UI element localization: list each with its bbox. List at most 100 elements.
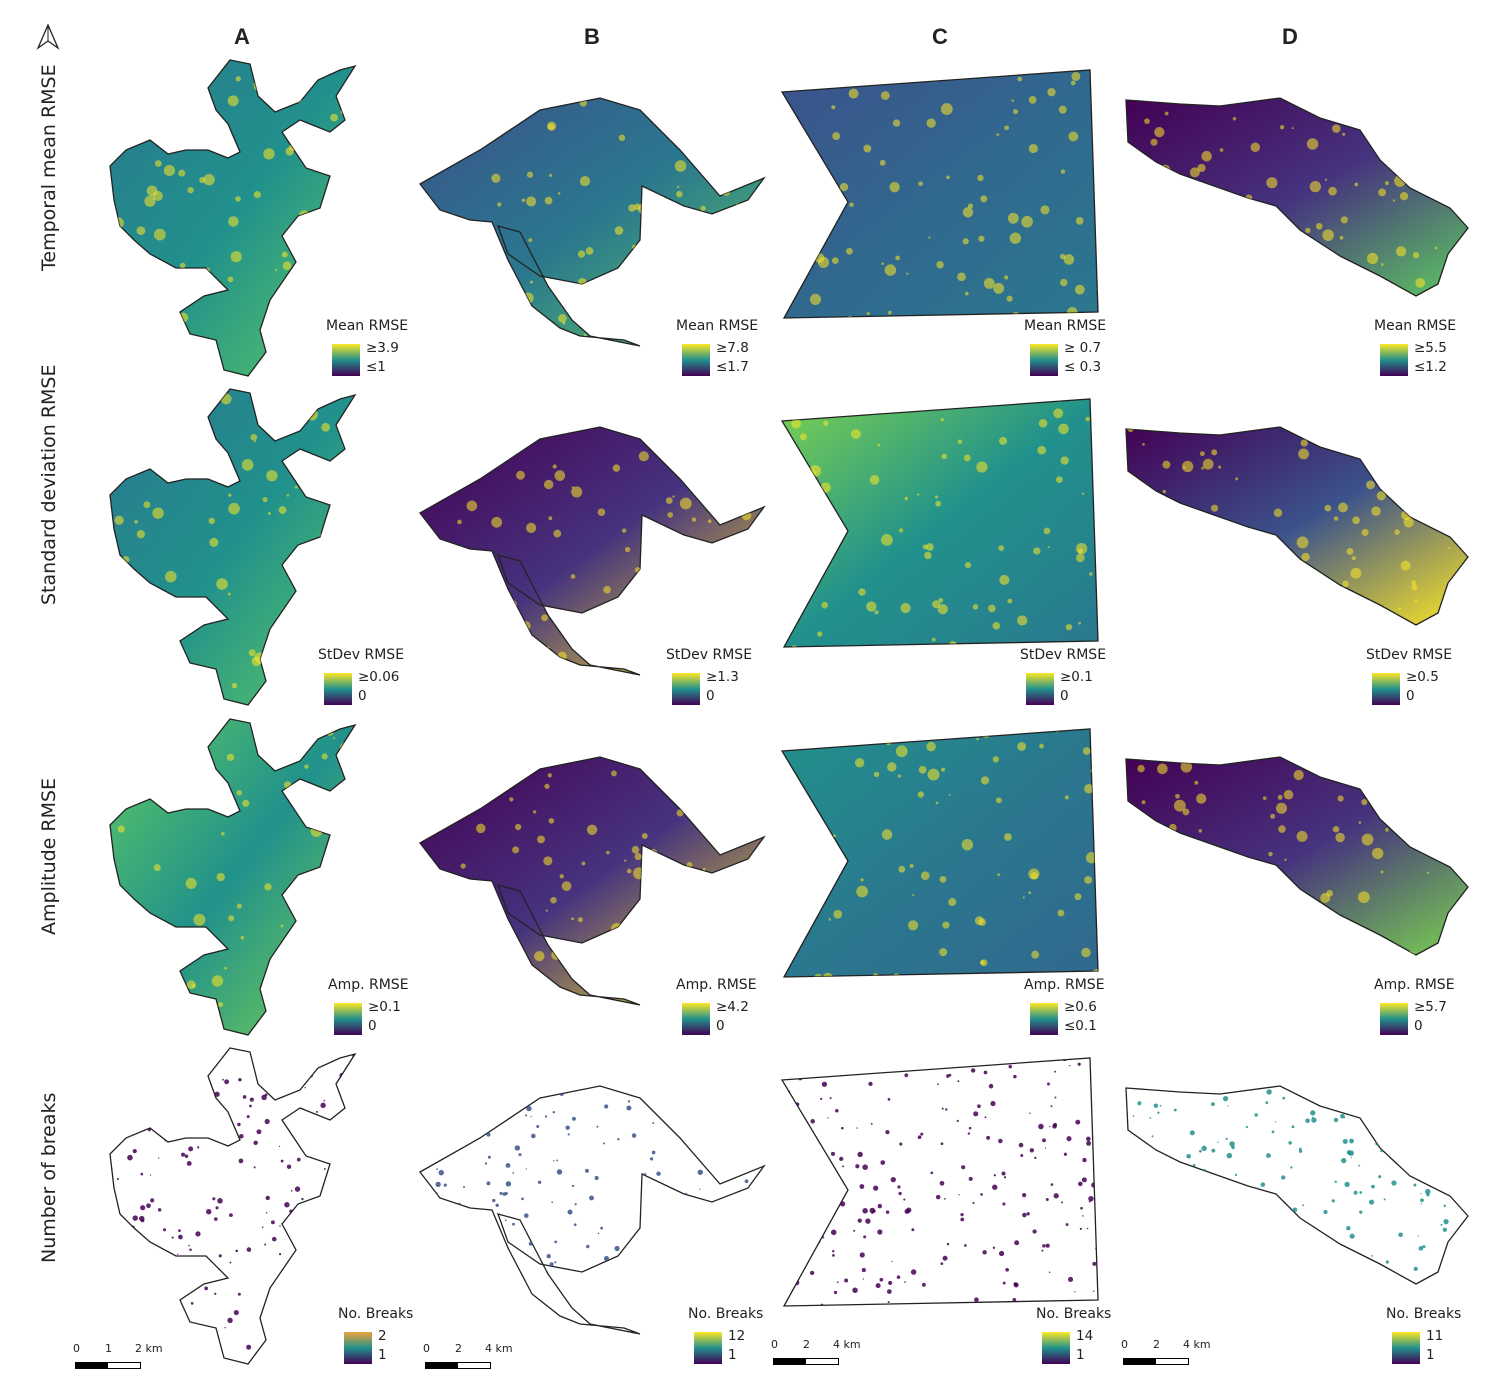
study-area-outline (780, 69, 1099, 319)
legend-max-value: ≥0.06 (358, 669, 400, 685)
legend-min-value: 0 (1060, 688, 1069, 704)
legend-max-value: ≥5.5 (1414, 340, 1447, 356)
legend-min-value: ≤1.7 (716, 359, 749, 375)
legend-title: Mean RMSE (676, 318, 759, 334)
legend-d-row4: No. Breaks 11 1 (1386, 1306, 1500, 1376)
color-ramp (682, 344, 710, 376)
color-ramp (1380, 344, 1408, 376)
study-area-outline (419, 1085, 766, 1335)
legend-title: No. Breaks (688, 1306, 764, 1322)
legend-min-value: 0 (716, 1018, 725, 1034)
legend-max-value: 14 (1076, 1328, 1094, 1344)
legend-title: StDev RMSE (666, 647, 753, 663)
column-header-a: A (234, 24, 250, 49)
map-panel-b-row4 (419, 1085, 766, 1335)
legend-max-value: 2 (378, 1328, 387, 1344)
scale-bar-c: 0 2 4 km (771, 1338, 893, 1374)
color-ramp (324, 673, 352, 705)
map-panel-d-row4 (1125, 1085, 1469, 1285)
legend-a-row3: Amp. RMSE ≥0.1 0 (328, 977, 448, 1047)
legend-c-row1: Mean RMSE ≥ 0.7 ≤ 0.3 (1024, 318, 1144, 388)
column-header-d: D (1282, 24, 1298, 49)
legend-max-value: ≥0.5 (1406, 669, 1439, 685)
legend-min-value: ≤ 0.3 (1064, 359, 1102, 375)
legend-title: Mean RMSE (326, 318, 409, 334)
legend-d-row1: Mean RMSE ≥5.5 ≤1.2 (1374, 318, 1494, 388)
legend-title: Amp. RMSE (1024, 977, 1105, 993)
legend-title: No. Breaks (1036, 1306, 1112, 1322)
map-panel-c-row4 (780, 1057, 1099, 1307)
scale-bar-d: 0 2 4 km (1121, 1338, 1243, 1374)
legend-title: No. Breaks (1386, 1306, 1462, 1322)
legend-min-value: ≤0.1 (1064, 1018, 1097, 1034)
color-ramp (1392, 1332, 1420, 1364)
north-arrow-icon (36, 23, 60, 50)
map-panel-d-row3 (1125, 756, 1469, 956)
color-ramp (1026, 673, 1054, 705)
legend-max-value: ≥4.2 (716, 999, 749, 1015)
legend-min-value: 0 (1414, 1018, 1423, 1034)
legend-max-value: ≥7.8 (716, 340, 749, 356)
legend-d-row2: StDev RMSE ≥0.5 0 (1366, 647, 1486, 717)
legend-d-row3: Amp. RMSE ≥5.7 0 (1374, 977, 1494, 1047)
legend-min-value: 1 (1426, 1347, 1435, 1363)
legend-c-row2: StDev RMSE ≥0.1 0 (1020, 647, 1140, 717)
color-ramp (1380, 1003, 1408, 1035)
legend-title: StDev RMSE (1020, 647, 1107, 663)
color-ramp (1042, 1332, 1070, 1364)
raster-texture (782, 729, 1098, 977)
legend-title: Amp. RMSE (1374, 977, 1455, 993)
map-panel-c-row2 (780, 398, 1099, 648)
color-ramp (682, 1003, 710, 1035)
column-header-b: B (584, 24, 600, 49)
study-area-outline (419, 756, 766, 1006)
scale-bar-a: 0 1 2 km (73, 1342, 195, 1378)
study-area-outline (1125, 756, 1469, 956)
map-panel-c-row1 (780, 69, 1099, 319)
study-area-outline (780, 728, 1099, 978)
legend-min-value: ≤1 (366, 359, 386, 375)
legend-c-row4: No. Breaks 14 1 (1036, 1306, 1156, 1376)
map-panel-b-row3 (419, 756, 766, 1006)
legend-title: StDev RMSE (318, 647, 405, 663)
legend-title: Mean RMSE (1374, 318, 1457, 334)
legend-a-row2: StDev RMSE ≥0.06 0 (318, 647, 438, 717)
legend-title: Amp. RMSE (676, 977, 757, 993)
legend-title: Amp. RMSE (328, 977, 409, 993)
study-area-outline (109, 1047, 357, 1365)
column-header-c: C (932, 24, 948, 49)
study-area-outline (109, 718, 357, 1036)
legend-max-value: 11 (1426, 1328, 1444, 1344)
map-panel-c-row3 (780, 728, 1099, 978)
scale-bar-b: 0 2 4 km (423, 1342, 545, 1378)
study-area-outline (419, 426, 766, 676)
legend-max-value: ≥5.7 (1414, 999, 1447, 1015)
color-ramp (334, 1003, 362, 1035)
legend-min-value: ≤1.2 (1414, 359, 1447, 375)
map-panel-b-row2 (419, 426, 766, 676)
legend-max-value: ≥0.6 (1064, 999, 1097, 1015)
color-ramp (1030, 1003, 1058, 1035)
color-ramp (332, 344, 360, 376)
legend-max-value: ≥3.9 (366, 340, 399, 356)
color-ramp (672, 673, 700, 705)
legend-b-row4: No. Breaks 12 1 (688, 1306, 808, 1376)
legend-a-row1: Mean RMSE ≥3.9 ≤1 (326, 318, 446, 388)
legend-b-row2: StDev RMSE ≥1.3 0 (666, 647, 786, 717)
map-panel-b-row1 (419, 97, 766, 347)
legend-min-value: 1 (1076, 1347, 1085, 1363)
legend-max-value: 12 (728, 1328, 746, 1344)
legend-title: Mean RMSE (1024, 318, 1107, 334)
study-area-outline (780, 398, 1099, 648)
study-area-outline (1125, 1085, 1469, 1285)
study-area-outline (1125, 97, 1469, 297)
legend-min-value: 1 (728, 1347, 737, 1363)
legend-max-value: ≥0.1 (368, 999, 401, 1015)
study-area-outline (1125, 426, 1469, 626)
color-ramp (1372, 673, 1400, 705)
color-ramp (694, 1332, 722, 1364)
color-ramp (344, 1332, 372, 1364)
legend-min-value: 1 (378, 1347, 387, 1363)
color-ramp (1030, 344, 1058, 376)
